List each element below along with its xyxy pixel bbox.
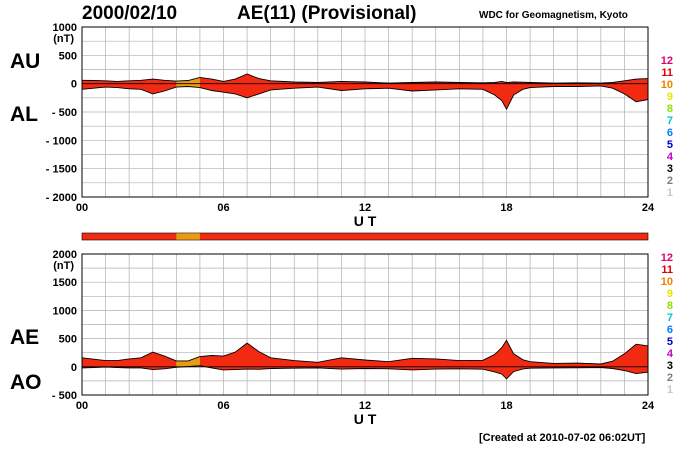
area-fill-provisional xyxy=(176,77,200,88)
level-label: 4 xyxy=(666,151,673,163)
y-tick-label: - 500 xyxy=(52,107,77,119)
level-label: 7 xyxy=(666,115,673,127)
y-tick-label: 2000 xyxy=(53,249,77,261)
credit-text: WDC for Geomagnetism, Kyoto xyxy=(479,10,628,21)
level-label: 1 xyxy=(666,384,673,396)
plot-frame xyxy=(81,253,649,396)
ae-label: AE xyxy=(10,326,40,349)
x-tick-label: 18 xyxy=(500,202,512,214)
y-axis-unit: (nT) xyxy=(53,260,74,272)
series-line-ae xyxy=(81,339,649,365)
y-axis-unit: (nT) xyxy=(53,33,74,45)
level-label: 9 xyxy=(666,91,673,103)
x-tick-label: 06 xyxy=(217,400,229,412)
y-tick-label: 1000 xyxy=(53,22,77,34)
level-label: 8 xyxy=(666,103,673,115)
level-label: 12 xyxy=(660,252,673,264)
y-tick-label: - 500 xyxy=(52,390,77,402)
level-label: 3 xyxy=(666,360,673,372)
plot-frame xyxy=(81,26,649,198)
x-tick-label: 12 xyxy=(359,400,371,412)
area-fill-provisional xyxy=(176,356,200,368)
created-timestamp: [Created at 2010-07-02 06:02UT] xyxy=(479,432,646,444)
x-tick-label: 06 xyxy=(217,202,229,214)
y-tick-label: 500 xyxy=(59,50,77,62)
au-label: AU xyxy=(10,50,41,73)
y-tick-label: - 1500 xyxy=(46,164,77,176)
level-label: 11 xyxy=(661,264,673,276)
level-label: 10 xyxy=(660,276,673,288)
level-label: 11 xyxy=(661,67,673,79)
level-label: 4 xyxy=(666,348,673,360)
x-axis-label: U T xyxy=(354,411,377,427)
x-tick-label: 12 xyxy=(359,202,371,214)
y-tick-label: 0 xyxy=(71,79,77,91)
y-tick-label: 0 xyxy=(71,362,77,374)
x-tick-label: 18 xyxy=(500,400,512,412)
series-line-al xyxy=(81,85,649,111)
area-fill xyxy=(82,340,648,379)
level-label: 8 xyxy=(666,300,673,312)
status-bar xyxy=(81,232,649,241)
status-bar-provisional-segment xyxy=(176,233,200,240)
al-label: AL xyxy=(10,103,38,126)
series-line-ao xyxy=(81,365,649,380)
chart-main-title: AE(11) (Provisional) xyxy=(237,3,417,24)
level-label: 10 xyxy=(660,79,673,91)
x-tick-label: 00 xyxy=(76,202,88,214)
y-tick-label: 500 xyxy=(59,334,77,346)
x-tick-label: 24 xyxy=(642,202,655,214)
level-label: 5 xyxy=(666,139,673,151)
level-label: 2 xyxy=(666,175,673,187)
ao-label: AO xyxy=(10,371,42,394)
y-tick-label: 1500 xyxy=(53,277,77,289)
level-label: 1 xyxy=(666,187,673,199)
x-axis-label: U T xyxy=(354,213,377,229)
y-tick-label: 1000 xyxy=(53,305,77,317)
series-line-au xyxy=(81,73,649,84)
x-tick-label: 24 xyxy=(642,400,655,412)
y-tick-label: - 1000 xyxy=(46,135,77,147)
y-tick-label: - 2000 xyxy=(46,192,77,204)
x-tick-label: 00 xyxy=(76,400,88,412)
level-label: 3 xyxy=(666,163,673,175)
level-label: 7 xyxy=(666,312,673,324)
level-label: 9 xyxy=(666,288,673,300)
date-title: 2000/02/10 xyxy=(82,3,178,24)
level-label: 5 xyxy=(666,336,673,348)
level-label: 2 xyxy=(666,372,673,384)
level-label: 12 xyxy=(660,55,673,67)
level-label: 6 xyxy=(666,127,673,139)
level-label: 6 xyxy=(666,324,673,336)
